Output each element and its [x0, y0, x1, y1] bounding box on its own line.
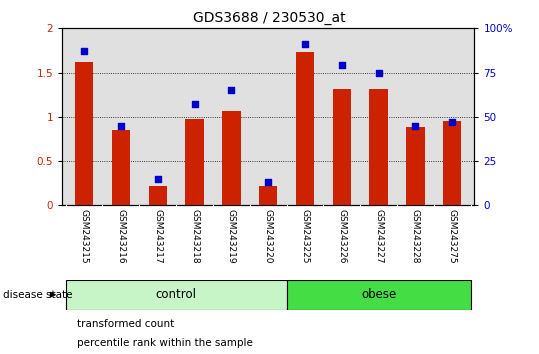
- Bar: [369, 88, 388, 205]
- Point: [448, 119, 457, 125]
- Text: GSM243216: GSM243216: [116, 209, 126, 264]
- Text: GSM243225: GSM243225: [300, 209, 309, 263]
- Text: GSM243227: GSM243227: [374, 209, 383, 263]
- Text: GSM243218: GSM243218: [190, 209, 199, 264]
- Point: [227, 87, 236, 93]
- Bar: [443, 121, 461, 205]
- Point: [337, 63, 346, 68]
- Bar: [333, 89, 351, 205]
- Text: GSM243228: GSM243228: [411, 209, 420, 263]
- Bar: [75, 62, 93, 205]
- Text: GDS3688 / 230530_at: GDS3688 / 230530_at: [193, 11, 346, 25]
- Bar: [259, 186, 278, 205]
- Text: GSM243217: GSM243217: [153, 209, 162, 264]
- Text: GSM243220: GSM243220: [264, 209, 273, 263]
- Text: obese: obese: [361, 288, 396, 301]
- Bar: [287, 280, 471, 310]
- Bar: [296, 52, 314, 205]
- Point: [116, 123, 125, 129]
- Point: [80, 48, 88, 54]
- Point: [374, 70, 383, 75]
- Text: percentile rank within the sample: percentile rank within the sample: [77, 338, 253, 348]
- Point: [411, 123, 420, 129]
- Text: GSM243219: GSM243219: [227, 209, 236, 264]
- Bar: [222, 110, 240, 205]
- Bar: [185, 120, 204, 205]
- Text: GSM243226: GSM243226: [337, 209, 346, 263]
- Text: GSM243215: GSM243215: [80, 209, 88, 264]
- Point: [264, 179, 273, 185]
- Bar: [112, 130, 130, 205]
- Text: GSM243275: GSM243275: [448, 209, 457, 264]
- Bar: [149, 186, 167, 205]
- Point: [190, 102, 199, 107]
- Text: control: control: [156, 288, 197, 301]
- Point: [301, 41, 309, 47]
- Bar: [66, 280, 287, 310]
- Text: transformed count: transformed count: [77, 319, 174, 329]
- Text: disease state: disease state: [3, 290, 72, 300]
- Bar: [406, 127, 425, 205]
- Point: [154, 176, 162, 182]
